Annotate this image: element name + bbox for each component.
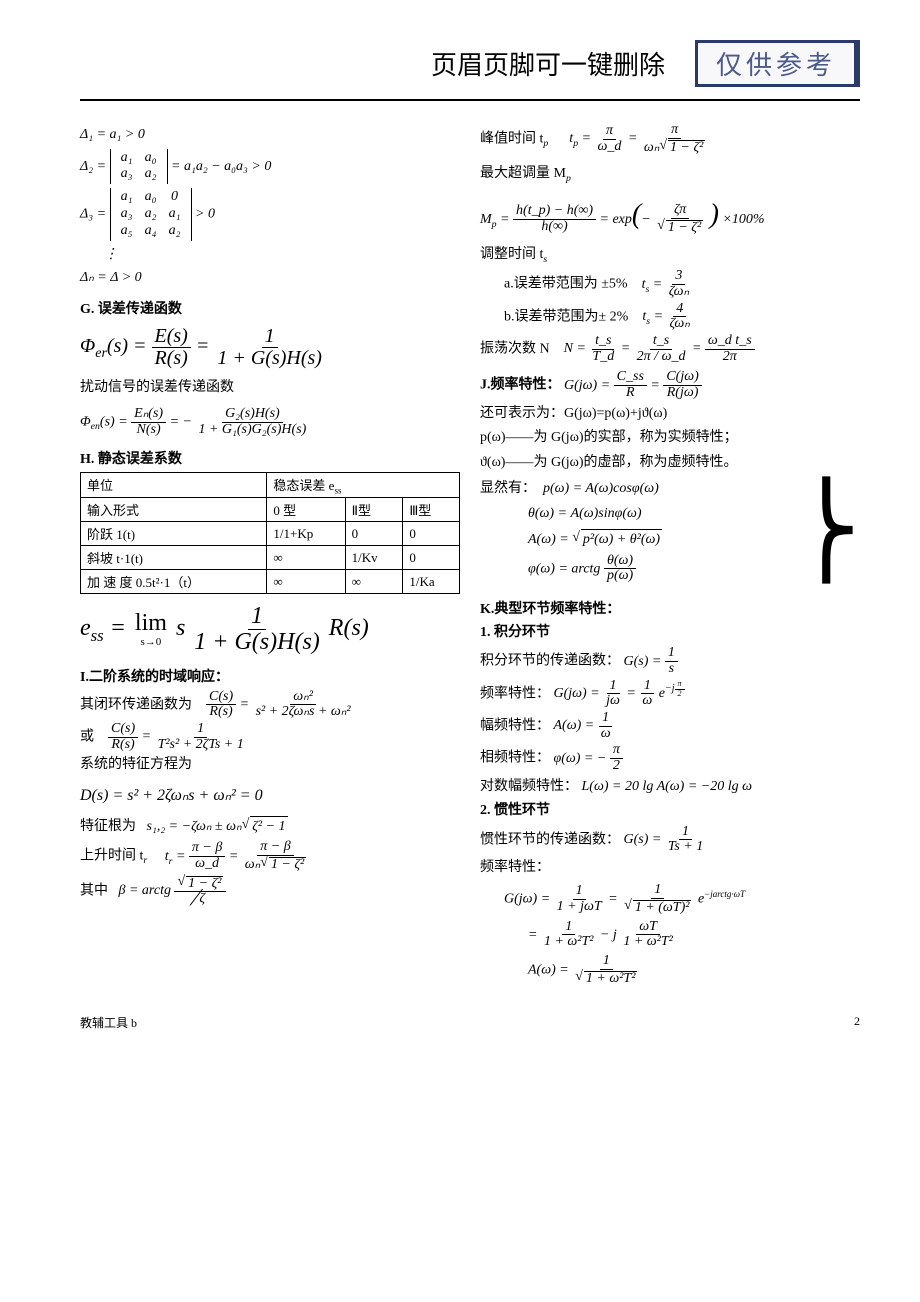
section-g-title: G. 误差传递函数 bbox=[80, 298, 460, 318]
header-divider bbox=[80, 99, 860, 101]
table-cell: 0 型 bbox=[267, 498, 345, 522]
routh-d2: Δ₂ = a₁a₀ a₃a₂ = a₁a₂ − a₀a₃ > 0 bbox=[80, 149, 460, 185]
section-j: J.频率特性： G(jω) = C_ssR = C(jω)R(jω) bbox=[480, 370, 860, 400]
ts-b: b.误差带范围为± 2% ts = 4ζωₙ bbox=[504, 302, 860, 332]
content-columns: Δ₁ = a₁ > 0 Δ₂ = a₁a₀ a₃a₂ = a₁a₂ − a₀a₃… bbox=[80, 121, 860, 990]
k2-l1: 惯性环节的传递函数： G(s) = 1Ts + 1 bbox=[480, 825, 860, 855]
i-or: 或 C(s)R(s) = 1T²s² + 2ζTs + 1 bbox=[80, 722, 460, 752]
footer-right: 2 bbox=[854, 1014, 860, 1031]
table-h2: 稳态误差 ess bbox=[267, 472, 460, 498]
table-row: 斜坡 t·1(t)∞1/Kv0 bbox=[81, 546, 460, 570]
eq-phi-en: Φen(s) = Eₙ(s)N(s) = − G₂(s)H(s)1 + G₁(s… bbox=[80, 407, 460, 437]
disturb-label: 扰动信号的误差传递函数 bbox=[80, 377, 460, 399]
k2-title: 2. 惯性环节 bbox=[480, 800, 860, 822]
j-l4: φ(ω) = arctg θ(ω)p(ω) bbox=[528, 554, 789, 584]
table-row: 阶跃 1(t)1/1+Kp00 bbox=[81, 522, 460, 546]
eq-ds: D(s) = s² + 2ζωₙs + ωₙ² = 0 bbox=[80, 785, 460, 807]
table-cell: Ⅱ型 bbox=[345, 498, 403, 522]
routh-dn: Δₙ = Δ > 0 bbox=[80, 268, 460, 288]
k1-phase: 相频特性： φ(ω) = − π2 bbox=[480, 743, 860, 773]
table-cell: 输入形式 bbox=[81, 498, 267, 522]
tp-row: 峰值时间 tp tp = πω_d = πωₙ√1 − ζ² bbox=[480, 123, 860, 155]
right-column: 峰值时间 tp tp = πω_d = πωₙ√1 − ζ² 最大超调量 Mp … bbox=[480, 121, 860, 990]
d2-post: = a₁a₂ − a₀a₃ > 0 bbox=[171, 159, 271, 174]
i-roots: 特征根为 s₁,₂ = −ζωₙ ± ωₙ√ζ² − 1 bbox=[80, 815, 460, 838]
header-badge: 仅供参考 bbox=[695, 40, 860, 87]
k1-mag: 幅频特性： A(ω) = 1ω bbox=[480, 711, 860, 741]
k2-freq-lbl: 频率特性： bbox=[480, 857, 860, 879]
ts-a: a.误差带范围为 ±5% ts = 3ζωₙ bbox=[504, 269, 860, 299]
routh-d3: Δ₃ = a₁a₀0 a₃a₂a₁ a₅a₄a₂ > 0 bbox=[80, 188, 460, 240]
j-also: 还可表示为：G(jω)=p(ω)+jϑ(ω) bbox=[480, 403, 860, 425]
j-title: J.频率特性： bbox=[480, 378, 561, 393]
d2-pre: Δ₂ = bbox=[80, 159, 110, 174]
error-table: 单位 稳态误差 ess 输入形式 0 型 Ⅱ型 Ⅲ型 阶跃 1(t)1/1+Kp… bbox=[80, 472, 460, 595]
left-column: Δ₁ = a₁ > 0 Δ₂ = a₁a₀ a₃a₂ = a₁a₂ − a₀a₃… bbox=[80, 121, 460, 990]
table-h1: 单位 bbox=[81, 472, 267, 498]
page-header: 页眉页脚可一键删除 仅供参考 bbox=[80, 40, 860, 87]
section-k-title: K.典型环节频率特性： bbox=[480, 598, 860, 618]
k2-eq2: = 11 + ω²T² − j ωT1 + ω²T² bbox=[528, 920, 860, 950]
table-cell: Ⅲ型 bbox=[403, 498, 460, 522]
k1-l1: 积分环节的传递函数： G(s) = 1s bbox=[480, 646, 860, 676]
header-text: 页眉页脚可一键删除 bbox=[431, 45, 665, 82]
j-l2: θ(ω) = A(ω)sinφ(ω) bbox=[528, 504, 789, 524]
routh-d1: Δ₁ = a₁ > 0 bbox=[80, 125, 460, 145]
i-tr: 上升时间 tr tr = π − βω_d = π − βωₙ√1 − ζ² bbox=[80, 840, 460, 872]
i-char: 系统的特征方程为 bbox=[80, 754, 460, 776]
k2-A: A(ω) = 1√1 + ω²T² bbox=[528, 954, 860, 986]
j-obv: 显然有： p(ω) = A(ω)cosφ(ω) bbox=[480, 478, 789, 500]
i-beta: 其中 β = arctg √1 − ζ²╱ζ bbox=[80, 875, 460, 907]
k1-log: 对数幅频特性： L(ω) = 20 lg A(ω) = −20 lg ω bbox=[480, 776, 860, 798]
j-brace: 显然有： p(ω) = A(ω)cosφ(ω) θ(ω) = A(ω)sinφ(… bbox=[480, 476, 860, 588]
d3-pre: Δ₃ = bbox=[80, 207, 110, 222]
k2-eq1: G(jω) = 11 + jωT = 1√1 + (ωT)² e−jarctg·… bbox=[504, 883, 860, 915]
ts-label: 调整时间 ts bbox=[480, 244, 860, 267]
eq-phi-er: Φer(s) = E(s)R(s) = 11 + G(s)H(s) bbox=[80, 326, 460, 369]
mp-label: 最大超调量 Mp bbox=[480, 163, 860, 186]
j-q: ϑ(ω)——为 G(jω)的虚部，称为虚频特性。 bbox=[480, 452, 860, 474]
page-footer: 教辅工具 b 2 bbox=[80, 1014, 860, 1031]
n-row: 振荡次数 N N = t_sT_d = t_s2π / ω_d = ω_d t_… bbox=[480, 334, 860, 364]
table-row: 加 速 度 0.5t²·1（t）∞∞1/Ka bbox=[81, 570, 460, 594]
brace-icon: ⎬ bbox=[793, 487, 861, 577]
section-i-title: I.二阶系统的时域响应： bbox=[80, 666, 460, 686]
eq-mp: Mp = h(t_p) − h(∞)h(∞) = exp(− ζπ√1 − ζ²… bbox=[480, 195, 860, 236]
d3-post: > 0 bbox=[195, 207, 215, 222]
d2-matrix: a₁a₀ a₃a₂ bbox=[110, 149, 168, 185]
k1-freq: 频率特性： G(jω) = 1jω = 1ω e−jπ2 bbox=[480, 679, 860, 709]
d3-matrix: a₁a₀0 a₃a₂a₁ a₅a₄a₂ bbox=[110, 188, 192, 240]
eq-ess: ess = lims→0 s 11 + G(s)H(s) R(s) bbox=[80, 604, 460, 655]
routh-dots: ⋮ bbox=[104, 245, 460, 265]
j-l3: A(ω) = √p²(ω) + θ²(ω) bbox=[528, 528, 789, 550]
section-h-title: H. 静态误差系数 bbox=[80, 448, 460, 468]
i-line1: 其闭环传递函数为 C(s)R(s) = ωₙ²s² + 2ζωₙs + ωₙ² bbox=[80, 690, 460, 720]
j-p: p(ω)——为 G(jω)的实部，称为实频特性； bbox=[480, 427, 860, 449]
footer-left: 教辅工具 b bbox=[80, 1014, 137, 1031]
k1-title: 1. 积分环节 bbox=[480, 622, 860, 644]
